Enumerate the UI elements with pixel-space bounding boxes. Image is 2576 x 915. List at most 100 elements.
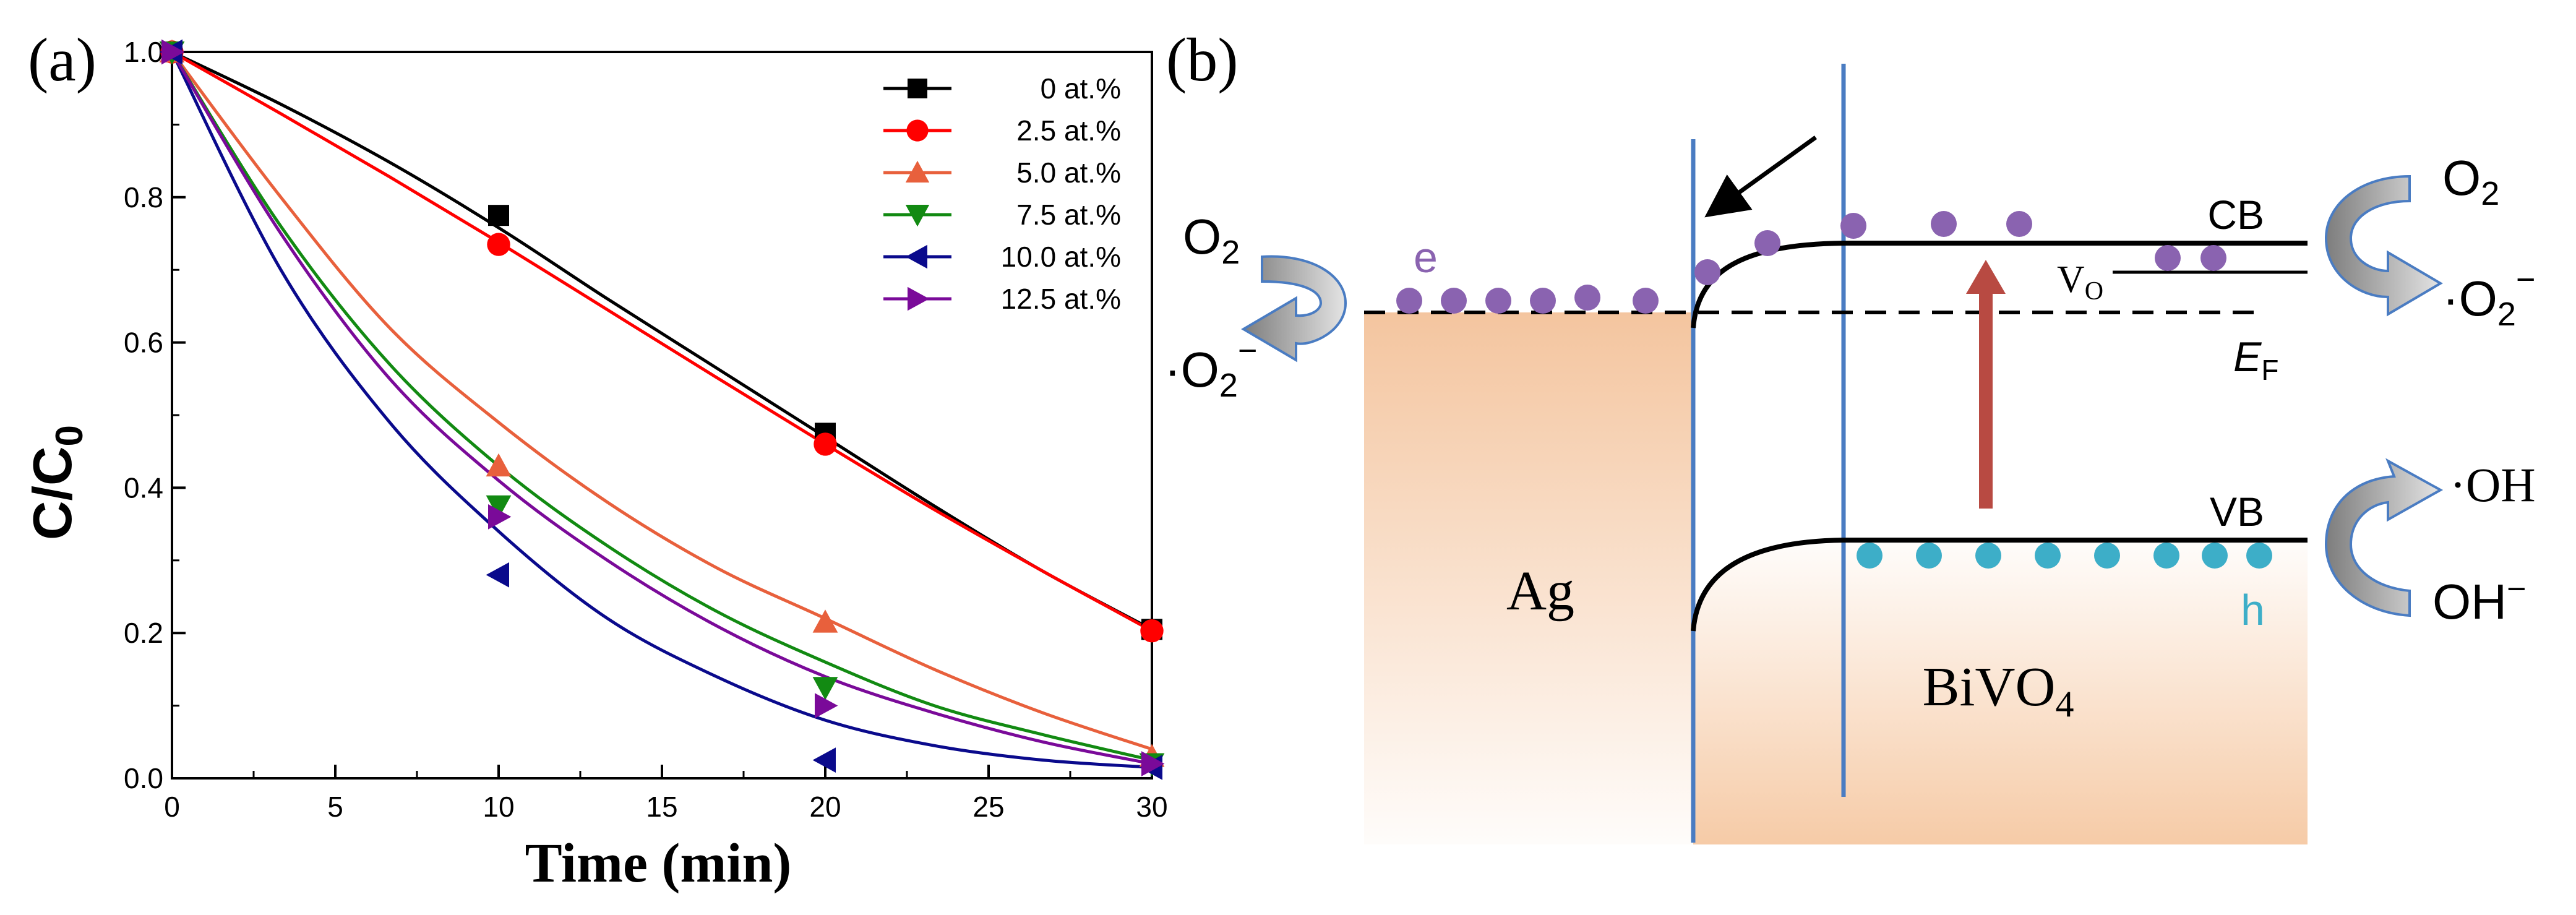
electron-dot: [1485, 288, 1511, 314]
electron-dot: [1694, 259, 1720, 285]
y-tick-label: 0.6: [124, 327, 163, 359]
excitation-arrow-head: [1966, 260, 2006, 294]
panel-b-diagram: (b): [1164, 25, 2536, 844]
x-tick-label: 15: [646, 791, 677, 823]
electron-dot: [1754, 230, 1780, 256]
legend-label: 0 at.%: [1041, 72, 1121, 105]
electron-dot: [2006, 211, 2032, 237]
data-point-triangle-right: [1141, 751, 1165, 776]
data-point-triangle-left: [905, 244, 927, 269]
o2-left-label: O2: [1183, 209, 1240, 271]
data-point-triangle-down: [486, 495, 512, 519]
data-point-circle: [906, 119, 929, 142]
left-curved-arrow: [1241, 255, 1347, 363]
metal-region: [1364, 312, 1693, 844]
y-tick-label: 0.0: [124, 762, 163, 794]
electron-transfer-arrow: [1704, 135, 1818, 218]
panel-a-chart: (a) 0 5 10 15 20 25 30 0.0 0.2 0.4 0.6 0.8 1.0 0 at…: [22, 25, 1168, 894]
legend-label: 5.0 at.%: [1016, 157, 1121, 189]
semiconductor-label: BiVO4: [1922, 656, 2074, 724]
legend-label: 12.5 at.%: [1001, 283, 1121, 315]
x-tick-label: 10: [483, 791, 514, 823]
electron-label: e: [1414, 233, 1438, 281]
y-tick-label: 0.2: [124, 617, 163, 649]
data-point-circle: [487, 233, 510, 256]
superoxide-left-label: ·O2−: [1164, 332, 1257, 404]
fit-curve-4: [170, 51, 1153, 769]
vb-label: VB: [2210, 489, 2264, 535]
electron-dot: [1840, 213, 1866, 239]
data-point-square: [908, 79, 927, 98]
electron-dot: [1931, 211, 1957, 237]
valence-band: [1691, 538, 2308, 632]
o2-right-label: O2: [2442, 150, 2499, 212]
fermi-label: EF: [2233, 333, 2278, 386]
hole-dot: [2246, 543, 2272, 569]
hydroxide-label: OH−: [2432, 570, 2527, 629]
hole-dot: [2202, 543, 2228, 569]
electron-dot: [1530, 288, 1556, 314]
fit-curve-1: [171, 50, 1153, 632]
data-point-square: [488, 205, 509, 226]
hole-dot: [1975, 543, 2001, 569]
fit-curve-3: [170, 51, 1153, 762]
data-point-triangle-up: [905, 160, 930, 183]
fit-curve-0: [171, 50, 1153, 631]
chart-axes: [171, 51, 1153, 780]
data-point-triangle-up: [812, 609, 838, 633]
x-tick-label: 0: [164, 791, 180, 823]
y-tick-label: 0.4: [124, 471, 163, 504]
fit-curve-5: [170, 51, 1153, 765]
hole-dot: [1857, 543, 1883, 569]
electron-dot: [1633, 288, 1659, 314]
right-curved-arrow-oh: [2324, 458, 2444, 617]
hole-dot: [1916, 543, 1942, 569]
hole-dot: [2153, 543, 2179, 569]
superoxide-right-label: ·O2−: [2442, 261, 2535, 333]
data-point-triangle-right: [488, 504, 512, 530]
panel-a-label: (a): [28, 25, 97, 94]
y-axis-title: C/C0: [22, 425, 91, 540]
x-tick-label: 30: [1136, 791, 1167, 823]
hydroxyl-radical-label: ·OH: [2450, 458, 2536, 512]
data-markers: [159, 39, 1165, 780]
chart-legend: 0 at.% 2.5 at.% 5.0 at.% 7.5 at.% 10.0 at.% 1…: [883, 72, 1121, 315]
y-tick-label: 0.8: [124, 181, 163, 213]
y-tick-label: 1.0: [124, 36, 163, 68]
electron-dot: [1396, 288, 1422, 314]
fit-curves: [170, 50, 1153, 769]
x-tick-label: 20: [809, 791, 841, 823]
fit-curve-2: [170, 51, 1153, 751]
holes: [1857, 543, 2272, 569]
electron-dot: [1441, 288, 1467, 314]
x-tick-label: 5: [327, 791, 343, 823]
data-point-circle: [1140, 619, 1164, 643]
hole-dot: [2094, 543, 2120, 569]
data-point-triangle-right: [815, 693, 838, 718]
data-point-triangle-right: [908, 286, 930, 311]
data-point-triangle-left: [812, 747, 836, 773]
metal-label: Ag: [1506, 561, 1574, 622]
electron-dot: [2200, 245, 2226, 271]
x-tick-labels: 0 5 10 15 20 25 30: [164, 791, 1167, 823]
hole-dot: [2035, 543, 2061, 569]
data-point-circle: [814, 432, 837, 456]
right-curved-arrow-o2: [2324, 174, 2443, 317]
plot-frame: [171, 51, 1153, 780]
electron-dot: [2155, 245, 2181, 271]
electron-dot: [1574, 285, 1600, 311]
cb-label: CB: [2207, 192, 2264, 238]
legend-label: 10.0 at.%: [1001, 241, 1121, 273]
hole-label: h: [2241, 586, 2265, 634]
data-point-triangle-left: [486, 562, 509, 588]
data-point-triangle-down: [812, 677, 838, 700]
data-point-triangle-up: [486, 453, 512, 477]
panel-b-label: (b): [1166, 25, 1239, 94]
conduction-band: [1691, 241, 2308, 329]
y-tick-labels: 0.0 0.2 0.4 0.6 0.8 1.0: [124, 36, 163, 794]
x-tick-label: 25: [972, 791, 1004, 823]
electrons: [1396, 211, 2226, 314]
legend-label: 7.5 at.%: [1016, 199, 1121, 231]
data-point-triangle-right: [161, 39, 185, 65]
